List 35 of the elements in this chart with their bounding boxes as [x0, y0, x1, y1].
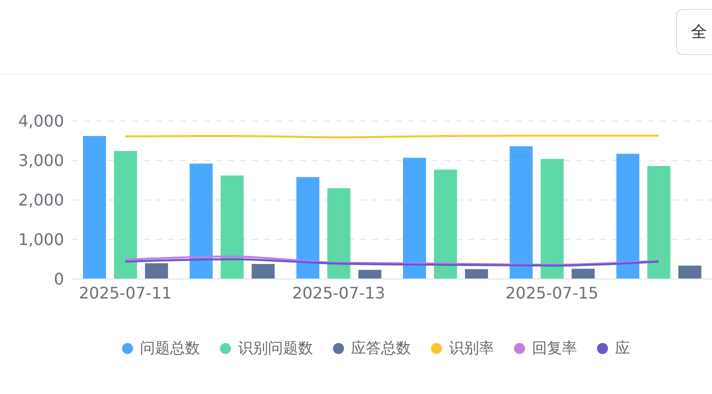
bar: [327, 188, 350, 279]
legend-label: 问题总数: [140, 339, 200, 358]
bar: [465, 269, 488, 279]
legend-label: 回复率: [532, 339, 577, 358]
y-tick-label: 1,000: [18, 230, 64, 250]
x-tick-label: 2025-07-13: [292, 283, 386, 302]
bar: [616, 154, 640, 279]
x-tick-label: 2025-07-11: [78, 283, 172, 302]
bar: [403, 158, 426, 279]
bar: [678, 266, 702, 279]
legend-label: 应答总数: [351, 339, 411, 358]
y-tick-label: 0: [54, 270, 64, 289]
legend-label: 识别问题数: [238, 339, 313, 358]
bar: [83, 136, 106, 279]
y-tick-label: 4,000: [18, 112, 64, 131]
bar: [434, 170, 457, 279]
bar: [540, 158, 564, 279]
bar: [647, 166, 670, 279]
bar: [510, 146, 533, 279]
bar: [572, 268, 595, 279]
bar: [145, 263, 168, 279]
bar: [358, 270, 382, 279]
y-tick-label: 2,000: [18, 190, 64, 210]
bar: [114, 151, 137, 279]
legend-label: 应: [615, 339, 630, 358]
button: 全: [676, 9, 712, 55]
line-series: [124, 255, 660, 266]
bar: [190, 164, 213, 279]
y-tick-label: 3,000: [18, 151, 64, 170]
bar: [252, 264, 275, 279]
bar: [296, 177, 320, 279]
legend-label: 识别率: [449, 339, 494, 358]
x-tick-label: 2025-07-15: [506, 283, 598, 302]
bar: [220, 176, 244, 279]
line-series: [124, 258, 660, 267]
